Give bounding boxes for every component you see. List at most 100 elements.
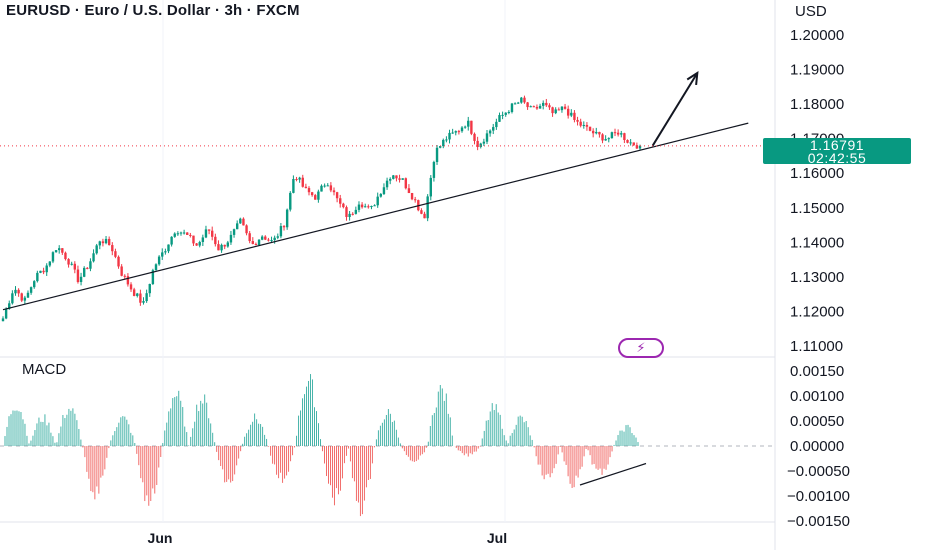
candle — [551, 107, 554, 114]
candle — [164, 251, 167, 253]
candle — [245, 225, 248, 234]
current-price: 1.16791 — [809, 137, 865, 153]
candle — [36, 272, 39, 282]
candle — [357, 204, 361, 210]
candle — [573, 112, 576, 120]
candle — [445, 139, 448, 141]
candle — [529, 106, 532, 108]
candle — [632, 142, 635, 146]
candle — [114, 251, 117, 257]
candle — [42, 270, 45, 273]
currency-label: USD — [795, 3, 827, 20]
candle — [8, 303, 11, 309]
candle — [220, 244, 223, 251]
candle — [161, 252, 164, 257]
candle — [117, 256, 120, 267]
macd-divergence-line — [579, 462, 647, 486]
price-tick-label: 1.12000 — [790, 303, 844, 320]
candle — [70, 263, 73, 265]
candle — [385, 180, 389, 188]
grid — [0, 0, 776, 550]
candle — [335, 192, 339, 199]
candle — [173, 233, 176, 237]
candle — [285, 209, 289, 228]
candle — [420, 210, 423, 214]
candle — [426, 196, 429, 219]
candle — [595, 131, 598, 134]
candle — [626, 140, 629, 143]
candle — [401, 178, 404, 180]
candle — [148, 283, 151, 294]
candle — [485, 133, 489, 142]
candle — [323, 185, 326, 187]
candle — [89, 261, 92, 269]
candle — [61, 248, 64, 253]
candle — [448, 132, 451, 140]
candle — [304, 186, 308, 189]
candle — [310, 192, 314, 196]
candle — [601, 134, 604, 141]
candle — [563, 106, 567, 109]
candle — [11, 293, 14, 304]
candle — [76, 269, 80, 283]
candle — [257, 239, 261, 245]
candle — [492, 127, 495, 131]
candle — [157, 256, 161, 265]
candle — [142, 301, 145, 303]
candle — [217, 244, 220, 251]
candle — [79, 276, 83, 283]
candle — [510, 103, 514, 112]
candle — [367, 206, 370, 208]
current-price-badge: 1.16791 02:42:55 — [763, 137, 911, 166]
lightning-bolt-icon[interactable]: ⚡ — [618, 338, 664, 358]
candle — [501, 114, 504, 116]
candle — [267, 239, 270, 241]
candle — [413, 199, 417, 201]
candle — [98, 241, 101, 246]
candle — [473, 133, 476, 141]
candle — [442, 139, 445, 147]
candle — [45, 265, 48, 273]
candle — [620, 133, 623, 135]
macd-tick-label: 0.00050 — [790, 413, 844, 430]
time-axis[interactable]: Jun Jul — [148, 530, 508, 546]
candle — [513, 103, 517, 105]
candle — [576, 119, 579, 122]
candle — [379, 194, 383, 197]
candle — [33, 281, 36, 288]
candle — [407, 188, 411, 194]
candle — [92, 253, 95, 262]
candle — [235, 223, 239, 230]
candle — [557, 109, 561, 111]
candle — [588, 126, 592, 131]
candle — [320, 185, 323, 192]
candle — [457, 131, 461, 133]
candle — [20, 293, 23, 301]
candle — [382, 187, 386, 195]
candle — [295, 179, 298, 181]
candle — [438, 146, 442, 148]
candle — [232, 229, 236, 235]
candle — [463, 126, 467, 128]
candle — [126, 276, 130, 285]
candle — [151, 270, 155, 284]
candle — [214, 236, 217, 245]
time-tick-label: Jun — [148, 530, 173, 546]
macd-axis[interactable]: 0.00150 0.00100 0.00050 0.00000 −0.00050 −0.0… — [787, 363, 850, 530]
candle — [542, 102, 545, 106]
time-tick-label: Jul — [487, 530, 507, 546]
price-axis[interactable]: 1.200001.190001.180001.170001.160001.150… — [790, 27, 844, 355]
candle — [376, 196, 379, 206]
candle — [67, 259, 70, 265]
candle — [145, 293, 148, 302]
candle — [348, 213, 351, 217]
candle — [195, 243, 198, 246]
candle — [54, 250, 58, 253]
candle — [623, 133, 626, 141]
bar-countdown: 02:42:55 — [807, 150, 867, 166]
candle — [251, 241, 255, 244]
candle — [410, 193, 414, 200]
candle — [86, 267, 89, 269]
candle — [276, 236, 279, 238]
